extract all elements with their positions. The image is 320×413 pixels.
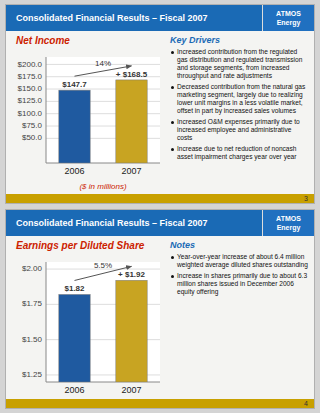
slide-number: 3 xyxy=(304,194,308,203)
y-tick-label: $100.0 xyxy=(18,109,43,118)
data-label: + $168.5 xyxy=(116,70,148,79)
bullet: Decreased contribution from the natural … xyxy=(170,83,308,115)
x-tick-label: 2006 xyxy=(64,166,84,176)
logo: ATMOSEnergy xyxy=(262,5,314,31)
bullet-dot xyxy=(171,51,174,54)
bullet-text: Increase in shares primarily due to abou… xyxy=(177,272,307,295)
bullet-text: Increased contribution from the regulate… xyxy=(177,48,302,79)
bullet: Increase in shares primarily due to abou… xyxy=(170,272,308,296)
y-axis-line xyxy=(46,262,47,382)
bar xyxy=(116,80,147,163)
bars xyxy=(59,80,147,163)
bullet-text: Increase due to net reduction of noncash… xyxy=(177,145,297,160)
y-axis-line xyxy=(46,57,47,163)
slide-header: Consolidated Financial Results – Fiscal … xyxy=(6,210,314,236)
bar-chart: $1.25 $1.50 $1.75 $2.00 $1.82 + $1.92 5.5% 2006… xyxy=(10,254,166,398)
bullet: Increased O&M expenses primarily due to … xyxy=(170,118,308,142)
y-tick-label: $175.0 xyxy=(18,72,43,81)
y-tick-label: $2.00 xyxy=(22,264,43,273)
chart-title: Net Income xyxy=(16,35,70,46)
slide-footer: 4 xyxy=(6,399,314,408)
bullet: Year-over-year increase of about 6.4 mil… xyxy=(170,253,308,269)
bullet-dot xyxy=(171,148,174,151)
y-tick-label: $75.0 xyxy=(22,121,43,130)
x-axis-label: ($ in millions) xyxy=(79,182,126,191)
bullet-text: Decreased contribution from the natural … xyxy=(177,83,305,114)
slide-number: 4 xyxy=(304,399,308,408)
logo-line: Energy xyxy=(277,18,301,27)
bullet-dot xyxy=(171,86,174,89)
y-tick-label: $1.75 xyxy=(22,299,43,308)
plot-background xyxy=(46,57,160,163)
slide-header: Consolidated Financial Results – Fiscal … xyxy=(6,5,314,31)
side-notes: Notes Year-over-year increase of about 6.… xyxy=(170,240,308,299)
plot-background xyxy=(46,262,160,382)
y-tick-label: $200.0 xyxy=(18,60,43,69)
data-label: $147.7 xyxy=(62,80,87,89)
y-tick-label: $1.25 xyxy=(22,370,43,379)
y-tick-label: $150.0 xyxy=(18,84,43,93)
logo-line: Energy xyxy=(277,223,301,232)
slide: Consolidated Financial Results – Fiscal … xyxy=(6,210,314,408)
data-label: + $1.92 xyxy=(118,270,145,279)
y-tick-label: $50.0 xyxy=(22,133,43,142)
header-text: Consolidated Financial Results – Fiscal … xyxy=(16,5,208,31)
header-text: Consolidated Financial Results – Fiscal … xyxy=(16,210,208,236)
bullet-dot xyxy=(171,256,174,259)
x-tick-label: 2006 xyxy=(64,385,84,395)
page: {"chart_data": [ {"type": "bar", "header… xyxy=(0,0,320,413)
logo: ATMOSEnergy xyxy=(262,210,314,236)
change-annotation: 5.5% xyxy=(94,261,112,270)
logo-line: ATMOS xyxy=(276,9,301,18)
bullet-dot xyxy=(171,121,174,124)
bullet: Increased contribution from the regulate… xyxy=(170,48,308,80)
bars xyxy=(59,280,147,382)
side-notes: Key Drivers Increased contribution from t… xyxy=(170,35,308,164)
x-tick-label: 2007 xyxy=(121,385,141,395)
y-tick-label: $1.50 xyxy=(22,335,43,344)
data-label: $1.82 xyxy=(64,284,85,293)
y-tick-label: $125.0 xyxy=(18,96,43,105)
bullet-text: Increased O&M expenses primarily due to … xyxy=(177,118,300,141)
slide: Consolidated Financial Results – Fiscal … xyxy=(6,5,314,203)
bullet-text: Year-over-year increase of about 6.4 mil… xyxy=(177,253,308,268)
bar xyxy=(59,90,90,163)
side-title: Notes xyxy=(170,240,308,250)
bar xyxy=(116,280,147,382)
bar-chart: $50.0 $75.0 $100.0 $125.0 $150.0 $175.0 $200.0… xyxy=(10,49,166,193)
slide-footer: 3 xyxy=(6,194,314,203)
bar xyxy=(59,294,90,382)
side-title: Key Drivers xyxy=(170,35,308,45)
bullet-dot xyxy=(171,275,174,278)
chart-title: Earnings per Diluted Share xyxy=(16,240,144,251)
x-tick-label: 2007 xyxy=(121,166,141,176)
logo-line: ATMOS xyxy=(276,214,301,223)
bullet: Increase due to net reduction of noncash… xyxy=(170,145,308,161)
change-annotation: 14% xyxy=(95,59,111,68)
